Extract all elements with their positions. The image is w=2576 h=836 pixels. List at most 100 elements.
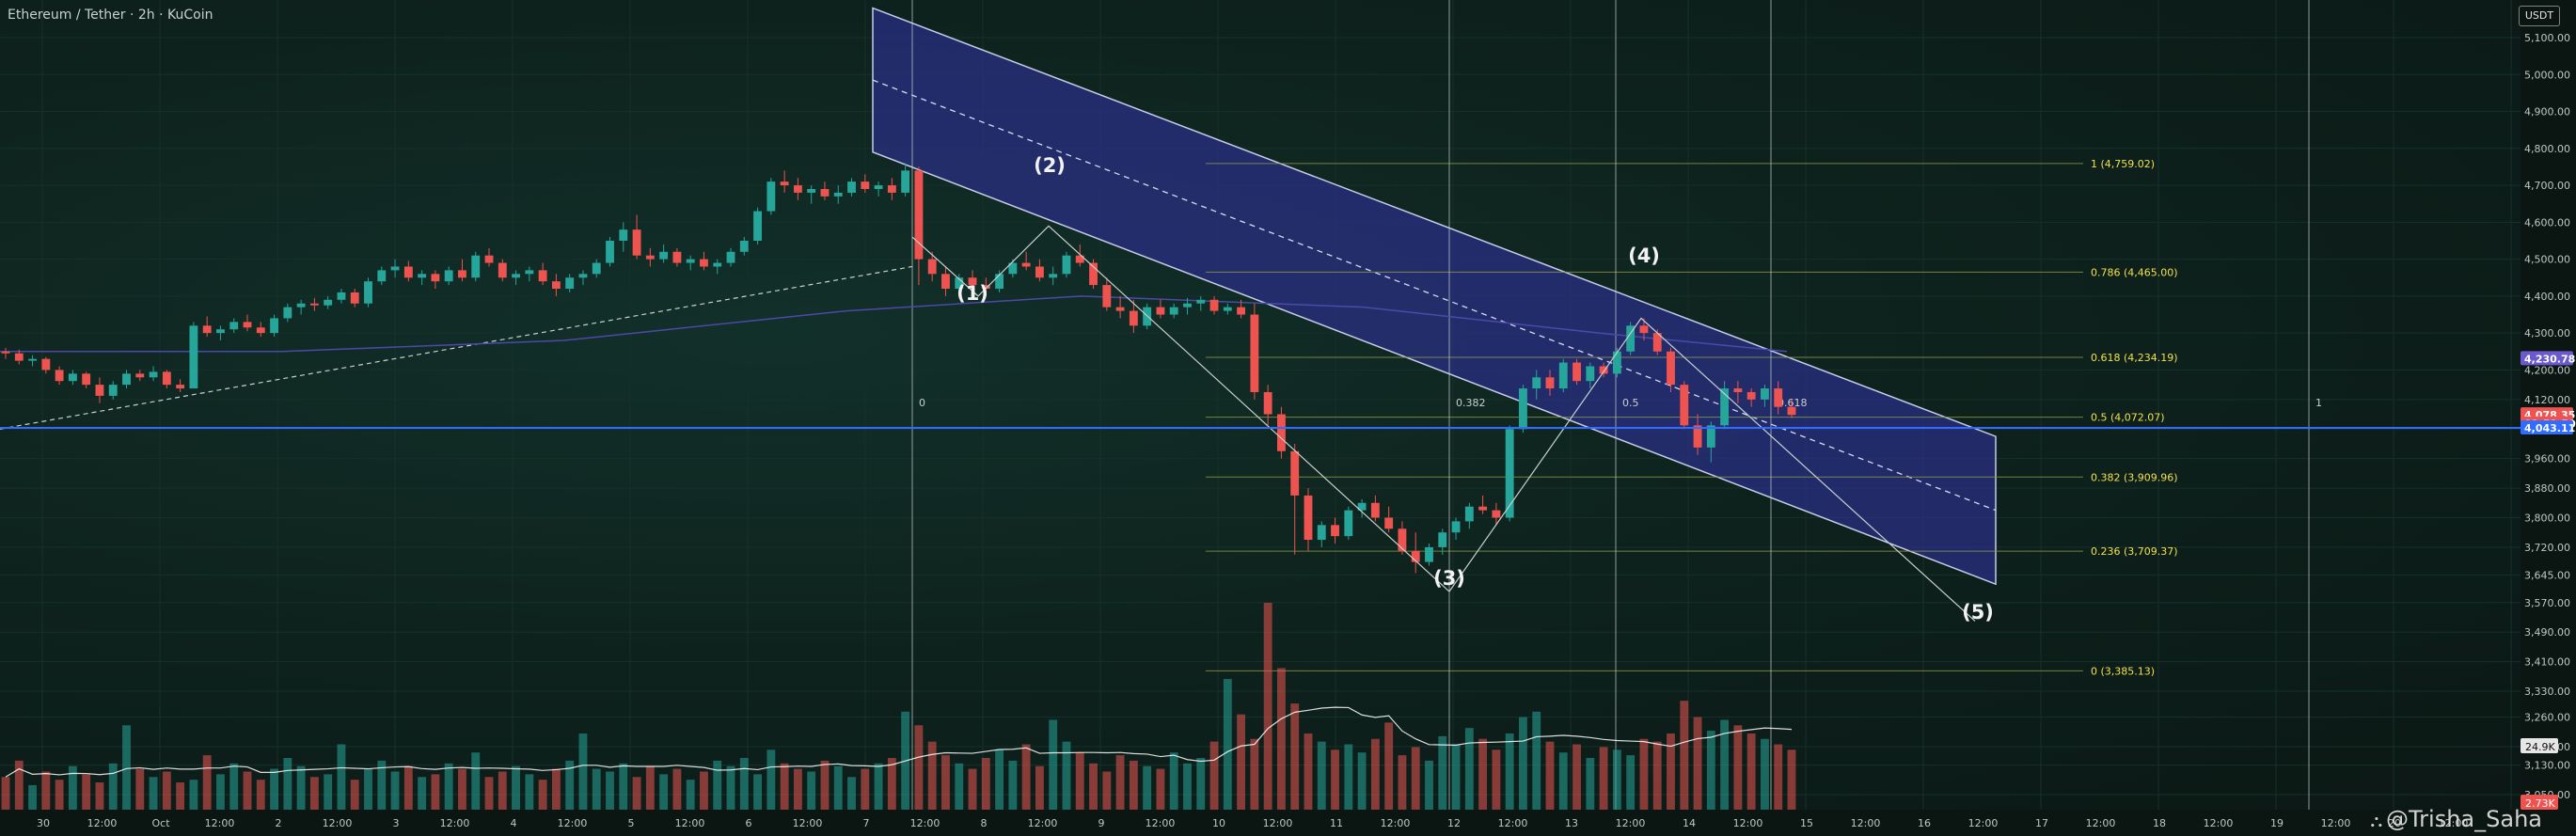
candle[interactable]: [606, 240, 614, 263]
candle[interactable]: [968, 277, 977, 286]
candle[interactable]: [1652, 333, 1662, 352]
candle[interactable]: [1411, 550, 1420, 562]
candle[interactable]: [1277, 414, 1286, 451]
candle[interactable]: [1263, 391, 1272, 415]
candle[interactable]: [1344, 510, 1353, 537]
trendline-dashed[interactable]: [0, 265, 913, 430]
candle[interactable]: [1519, 388, 1527, 430]
candle[interactable]: [793, 185, 802, 193]
elliott-wave-path[interactable]: [911, 225, 1976, 622]
candle[interactable]: [955, 277, 964, 290]
candle[interactable]: [525, 270, 534, 275]
candle[interactable]: [1464, 506, 1474, 522]
candle[interactable]: [122, 373, 131, 386]
candle[interactable]: [753, 211, 763, 241]
candle[interactable]: [700, 259, 708, 267]
candle[interactable]: [1075, 255, 1084, 263]
candle[interactable]: [41, 358, 51, 371]
candle[interactable]: [1250, 314, 1259, 392]
candle[interactable]: [1290, 450, 1300, 496]
candle[interactable]: [1304, 495, 1313, 541]
candle[interactable]: [484, 255, 494, 263]
candle[interactable]: [1746, 391, 1756, 400]
candle[interactable]: [1223, 307, 1232, 311]
candle[interactable]: [1492, 510, 1501, 518]
candle[interactable]: [981, 285, 990, 290]
candle[interactable]: [431, 274, 440, 282]
candle[interactable]: [1357, 502, 1367, 511]
candle[interactable]: [780, 181, 789, 186]
candle[interactable]: [1478, 506, 1488, 511]
candle[interactable]: [672, 251, 682, 263]
candle[interactable]: [256, 327, 265, 334]
candle[interactable]: [1062, 255, 1071, 275]
candle[interactable]: [861, 181, 870, 189]
candle[interactable]: [189, 325, 198, 389]
candle[interactable]: [1733, 388, 1743, 392]
candle[interactable]: [1451, 521, 1461, 533]
candle[interactable]: [1209, 299, 1219, 311]
candle[interactable]: [619, 229, 628, 241]
candle[interactable]: [538, 270, 547, 282]
candle[interactable]: [592, 262, 601, 275]
candle[interactable]: [1558, 362, 1568, 389]
candle[interactable]: [941, 274, 950, 290]
candle[interactable]: [458, 270, 466, 278]
candle[interactable]: [887, 185, 896, 193]
candle[interactable]: [82, 373, 91, 386]
candle[interactable]: [632, 229, 641, 256]
candle[interactable]: [1612, 351, 1621, 374]
candle[interactable]: [1317, 525, 1326, 541]
candle[interactable]: [726, 251, 735, 263]
candle[interactable]: [337, 292, 346, 300]
candle[interactable]: [350, 292, 359, 304]
candle[interactable]: [1532, 377, 1541, 389]
candle[interactable]: [512, 274, 520, 278]
candle[interactable]: [1102, 285, 1112, 308]
candle[interactable]: [1196, 299, 1206, 304]
candle[interactable]: [1505, 429, 1514, 518]
candle[interactable]: [1639, 325, 1649, 334]
candle[interactable]: [713, 262, 722, 267]
candle[interactable]: [1156, 307, 1165, 315]
candle[interactable]: [1035, 266, 1044, 278]
candle[interactable]: [1331, 525, 1339, 537]
candle[interactable]: [1774, 388, 1783, 407]
candle[interactable]: [243, 322, 252, 328]
candle[interactable]: [1169, 307, 1178, 315]
candle[interactable]: [364, 281, 372, 304]
candle[interactable]: [927, 259, 937, 275]
candle[interactable]: [471, 255, 481, 278]
candle[interactable]: [901, 170, 910, 193]
candle[interactable]: [28, 358, 37, 361]
candle[interactable]: [1237, 307, 1246, 315]
candle[interactable]: [578, 274, 588, 278]
candle[interactable]: [1115, 307, 1125, 311]
candle[interactable]: [551, 281, 561, 290]
candle[interactable]: [403, 266, 413, 278]
candle[interactable]: [95, 385, 104, 396]
candle[interactable]: [1021, 262, 1031, 267]
candle[interactable]: [377, 270, 387, 282]
candle[interactable]: [1572, 362, 1581, 382]
candle[interactable]: [390, 266, 400, 271]
candle[interactable]: [1008, 262, 1018, 275]
candle[interactable]: [1545, 377, 1555, 389]
candle[interactable]: [108, 385, 118, 396]
candle[interactable]: [418, 274, 427, 278]
candle[interactable]: [565, 277, 575, 290]
candle[interactable]: [498, 262, 507, 278]
candle[interactable]: [149, 371, 158, 378]
candle[interactable]: [659, 251, 669, 260]
candle[interactable]: [202, 325, 212, 334]
candle[interactable]: [1693, 425, 1702, 448]
candle[interactable]: [1183, 303, 1192, 308]
candle[interactable]: [807, 189, 816, 193]
candle[interactable]: [847, 181, 856, 193]
candle[interactable]: [444, 270, 453, 282]
candle[interactable]: [645, 255, 655, 260]
candle[interactable]: [1586, 366, 1595, 382]
candle[interactable]: [1680, 385, 1689, 426]
candle[interactable]: [1049, 274, 1058, 278]
